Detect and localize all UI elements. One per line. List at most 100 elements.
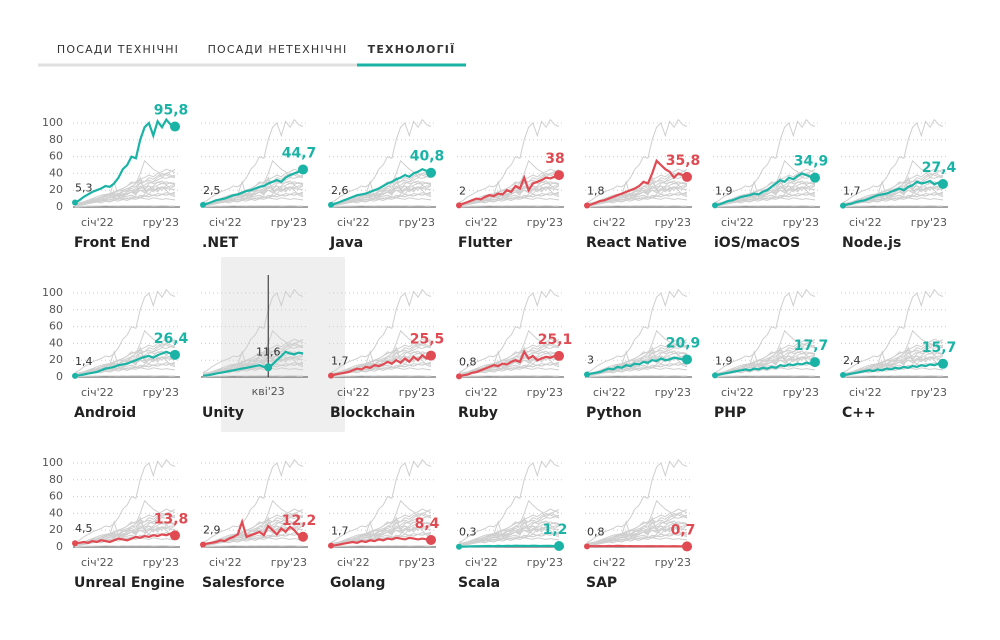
background-line — [330, 118, 432, 203]
panel-name: Golang — [330, 575, 385, 591]
series-line — [458, 544, 560, 548]
end-label: 44,7 — [282, 145, 317, 161]
tab[interactable]: ПОСАДИ НЕТЕХНІЧНІ — [208, 43, 348, 56]
start-label: 0,8 — [587, 525, 605, 538]
background-line — [586, 288, 688, 373]
background-line — [458, 375, 559, 377]
end-dot — [938, 358, 948, 369]
end-label: 40,8 — [410, 149, 445, 165]
panel-name: PHP — [714, 405, 746, 421]
start-label: 2,5 — [203, 184, 221, 197]
y-tick-label: 20 — [49, 353, 63, 366]
panel-name: Flutter — [458, 235, 512, 251]
end-label: 34,9 — [794, 154, 829, 170]
y-tick-label: 80 — [49, 303, 63, 316]
background-line — [458, 339, 560, 376]
x-tick-label: гру'23 — [143, 556, 179, 569]
background-line — [586, 537, 688, 547]
background-line — [458, 205, 559, 207]
hover-x-label: кві'23 — [252, 385, 285, 398]
end-label: 38 — [545, 151, 564, 167]
x-tick-label: гру'23 — [399, 216, 435, 229]
x-tick-label: січ'22 — [81, 556, 114, 569]
end-label: 15,7 — [922, 340, 957, 356]
start-label: 2,6 — [331, 184, 349, 197]
end-dot — [170, 530, 180, 541]
background-line — [842, 350, 944, 376]
panel-name: Java — [329, 235, 363, 251]
background-line — [74, 339, 176, 376]
end-dot — [810, 357, 820, 368]
x-tick-label: січ'22 — [849, 386, 882, 399]
end-label: 25,5 — [410, 332, 445, 348]
start-dot — [200, 201, 206, 208]
start-dot — [584, 202, 590, 209]
start-dot — [712, 202, 718, 209]
background-line — [714, 205, 815, 207]
background-line — [842, 288, 944, 373]
end-label: 20,9 — [666, 335, 701, 351]
tab[interactable]: ПОСАДИ ТЕХНІЧНІ — [57, 43, 179, 56]
end-dot — [426, 534, 436, 545]
panel-name: iOS/macOS — [714, 235, 800, 251]
start-dot — [328, 542, 334, 549]
y-tick-label: 60 — [49, 490, 63, 503]
y-tick-label: 100 — [42, 286, 63, 299]
tab[interactable]: ТЕХНОЛОГІЇ — [368, 42, 456, 56]
panel-name: Android — [74, 405, 136, 421]
series-line — [202, 168, 304, 206]
start-dot — [584, 543, 590, 550]
panel-name: Python — [586, 405, 642, 421]
start-dot — [72, 540, 78, 547]
background-line — [458, 180, 560, 206]
background-line — [74, 458, 176, 543]
end-dot — [682, 541, 692, 552]
panel-name: Ruby — [458, 405, 498, 421]
background-line — [714, 288, 816, 373]
panel-name: C++ — [842, 405, 876, 421]
background-line — [842, 118, 944, 203]
background-line — [714, 339, 816, 376]
background-line — [458, 197, 560, 207]
start-label: 5,3 — [75, 182, 93, 195]
series-line — [330, 353, 432, 377]
end-label: 17,7 — [794, 338, 829, 354]
y-tick-label: 20 — [49, 523, 63, 536]
start-label: 1,7 — [331, 355, 349, 368]
x-tick-label: гру'23 — [143, 386, 179, 399]
start-label: 1,8 — [587, 184, 605, 197]
y-tick-label: 40 — [49, 166, 63, 179]
background-line — [330, 197, 432, 207]
start-dot — [840, 371, 846, 378]
background-line — [74, 205, 175, 207]
x-tick-label: січ'22 — [337, 386, 370, 399]
x-tick-label: гру'23 — [271, 556, 307, 569]
series-line — [202, 518, 304, 546]
background-line — [586, 367, 688, 377]
series-line — [330, 536, 432, 547]
background-line — [330, 180, 432, 206]
background-line — [202, 288, 304, 373]
end-label: 26,4 — [154, 331, 189, 347]
x-tick-label: гру'23 — [399, 556, 435, 569]
y-tick-label: 100 — [42, 116, 63, 129]
x-tick-label: гру'23 — [783, 386, 819, 399]
panel-name: Scala — [458, 575, 500, 591]
x-tick-label: січ'22 — [593, 556, 626, 569]
background-line — [842, 339, 944, 376]
end-dot — [810, 172, 820, 183]
background-line — [842, 197, 944, 207]
y-tick-label: 20 — [49, 183, 63, 196]
x-tick-label: січ'22 — [209, 216, 242, 229]
end-dot — [554, 540, 564, 551]
x-tick-label: січ'22 — [465, 216, 498, 229]
panel-name: Unity — [202, 405, 244, 421]
end-label: 25,1 — [538, 332, 573, 348]
end-dot — [682, 171, 692, 182]
background-line — [714, 118, 816, 203]
background-line — [842, 375, 943, 377]
panel-name: Node.js — [842, 235, 901, 251]
start-dot — [328, 201, 334, 208]
series-line — [842, 362, 944, 377]
